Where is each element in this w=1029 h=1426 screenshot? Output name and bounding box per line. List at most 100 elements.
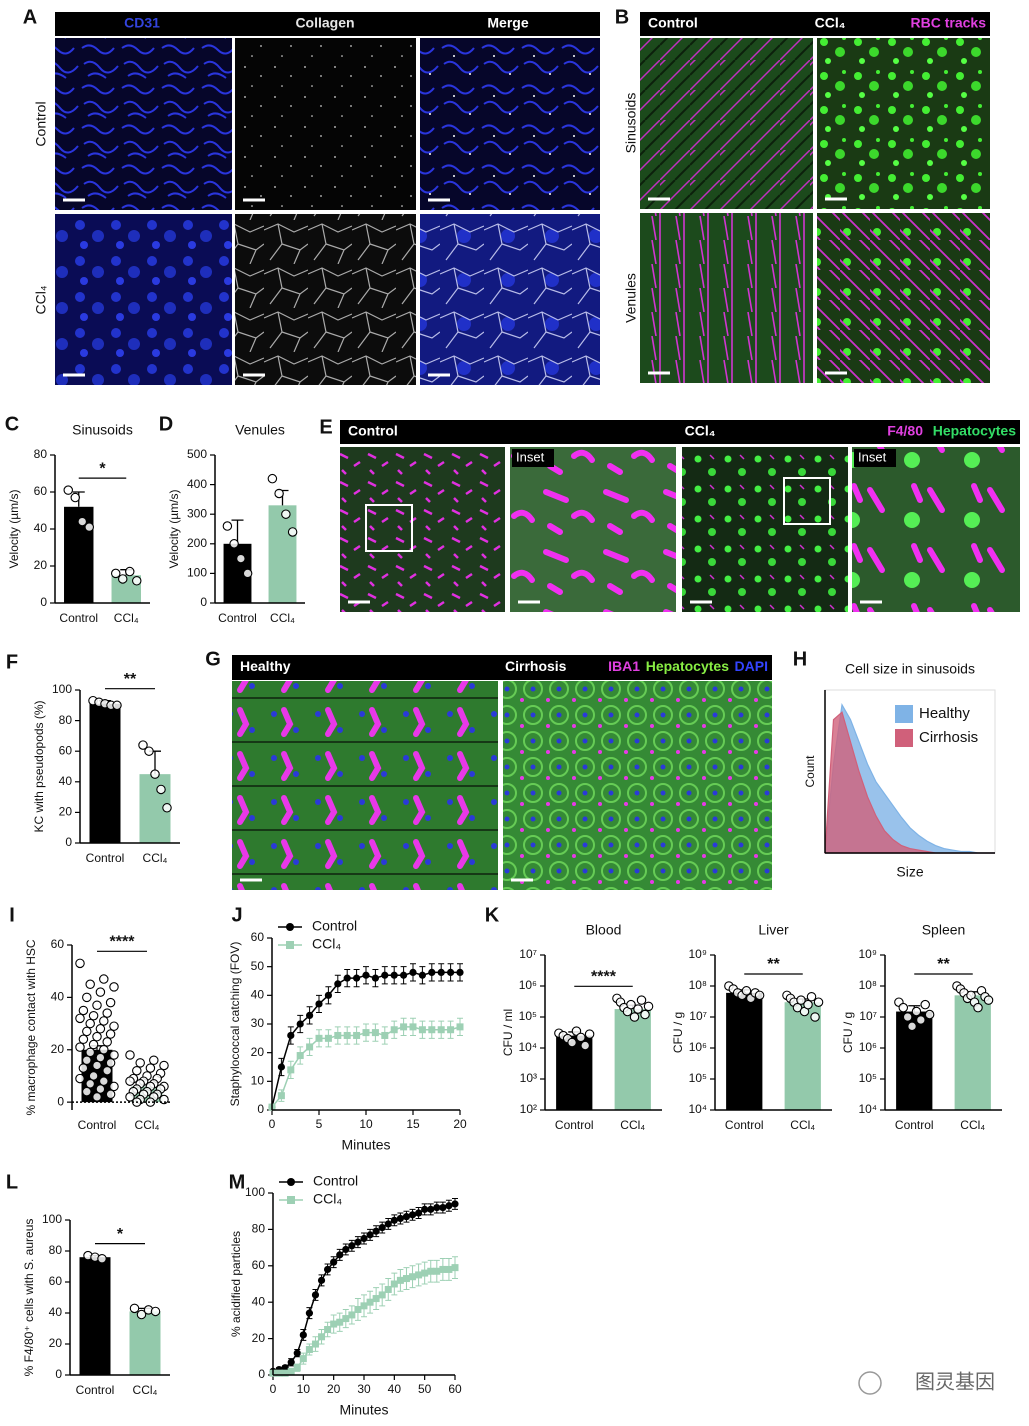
marker [451, 1264, 459, 1272]
marker [409, 1023, 417, 1031]
data-point [144, 746, 154, 756]
marker [447, 968, 455, 977]
data-point [105, 1029, 116, 1039]
header-label: F4/80 [887, 423, 923, 439]
data-point [162, 803, 172, 813]
legend-swatch [895, 729, 913, 747]
marker [421, 1269, 429, 1277]
marker [456, 1023, 464, 1031]
data-point [109, 982, 119, 992]
chart-title: Cell size in sinusoids [845, 661, 975, 677]
data-point [105, 1089, 116, 1100]
micrograph [420, 38, 600, 210]
header-label: CCl₄ [685, 423, 716, 439]
micrograph [510, 447, 676, 612]
marker [428, 1026, 436, 1034]
data-point [132, 1065, 142, 1076]
bar [954, 995, 991, 1110]
marker [287, 1066, 295, 1074]
marker [360, 1302, 368, 1310]
y-tick-label: 10⁸ [859, 978, 877, 992]
marker [281, 1369, 289, 1377]
marker [318, 1333, 326, 1341]
marker [396, 1276, 404, 1284]
marker [305, 1346, 313, 1354]
marker [371, 974, 379, 982]
y-tick-label: 0 [258, 1367, 265, 1381]
data-point [95, 1084, 106, 1094]
panel-letter: D [159, 413, 173, 435]
row-label: Venules [623, 273, 639, 323]
chart-title: Sinusoids [72, 422, 133, 438]
data-point [136, 1309, 147, 1320]
data-point [150, 769, 160, 779]
row-label: CCl₄ [33, 285, 49, 314]
data-point [111, 568, 121, 579]
data-point [102, 1008, 112, 1018]
y-tick-label: 10⁸ [689, 978, 707, 992]
y-tick-label: 400 [187, 477, 207, 491]
y-tick-label: 40 [252, 1294, 266, 1308]
x-axis-label: Minutes [339, 1402, 388, 1418]
data-point [902, 1012, 913, 1022]
data-point [92, 1092, 102, 1102]
marker [343, 1031, 351, 1039]
micrograph [340, 447, 505, 612]
x-tick-label: 50 [418, 1382, 432, 1396]
legend-label: Control [312, 918, 357, 934]
header-bar [640, 12, 990, 36]
inset-box [365, 504, 413, 552]
data-point [75, 1073, 85, 1084]
marker [366, 1298, 374, 1306]
marker [336, 1318, 344, 1326]
header-label: Hepatocytes [646, 658, 729, 674]
inset-label-bg [854, 449, 896, 467]
x-tick-label: 20 [327, 1382, 341, 1396]
header-label: Control [348, 423, 398, 439]
inset-label: Inset [858, 449, 887, 464]
y-axis-label: KC with pseudopods (%) [32, 700, 46, 832]
panel-letter: J [231, 904, 242, 926]
y-tick-label: 10⁹ [689, 947, 708, 961]
data-point [911, 1006, 922, 1017]
data-point [274, 488, 284, 499]
y-tick-label: 80 [34, 447, 48, 461]
header-label: Merge [487, 15, 528, 31]
marker [330, 1320, 338, 1328]
data-point [754, 990, 765, 1001]
data-point [132, 576, 142, 586]
x-tick-label: CCl₄ [620, 1118, 645, 1132]
y-tick-label: 10⁹ [859, 947, 878, 961]
data-point [77, 516, 88, 527]
y-tick-label: 80 [252, 1222, 266, 1236]
y-tick-label: 60 [251, 930, 265, 944]
header-label: Collagen [295, 15, 354, 31]
marker [456, 968, 464, 977]
marker [277, 1092, 285, 1100]
marker [418, 971, 426, 979]
data-point [95, 1024, 106, 1034]
data-point [567, 1037, 577, 1048]
y-axis-label: Staphylococcal catching (FOV) [228, 942, 242, 1107]
data-point [584, 1029, 595, 1039]
x-tick-label: Control [895, 1118, 934, 1132]
data-point [85, 979, 95, 990]
x-tick-label: 10 [297, 1382, 311, 1396]
legend-label: CCl₄ [313, 1191, 342, 1207]
significance-label: ** [937, 956, 950, 973]
data-point [145, 1063, 156, 1073]
x-tick-label: Control [59, 611, 98, 625]
data-point [135, 1058, 145, 1068]
marker [287, 1031, 295, 1040]
error-bar [231, 519, 244, 544]
y-tick-label: 10⁷ [859, 1009, 877, 1023]
marker [384, 1220, 392, 1228]
bar [268, 505, 297, 603]
significance-label: **** [591, 969, 617, 986]
data-point [102, 1065, 112, 1076]
y-tick-label: 40 [34, 521, 48, 535]
data-point [636, 995, 647, 1005]
marker [342, 1315, 350, 1323]
y-tick-label: 40 [49, 1305, 63, 1319]
data-point [159, 1060, 169, 1071]
